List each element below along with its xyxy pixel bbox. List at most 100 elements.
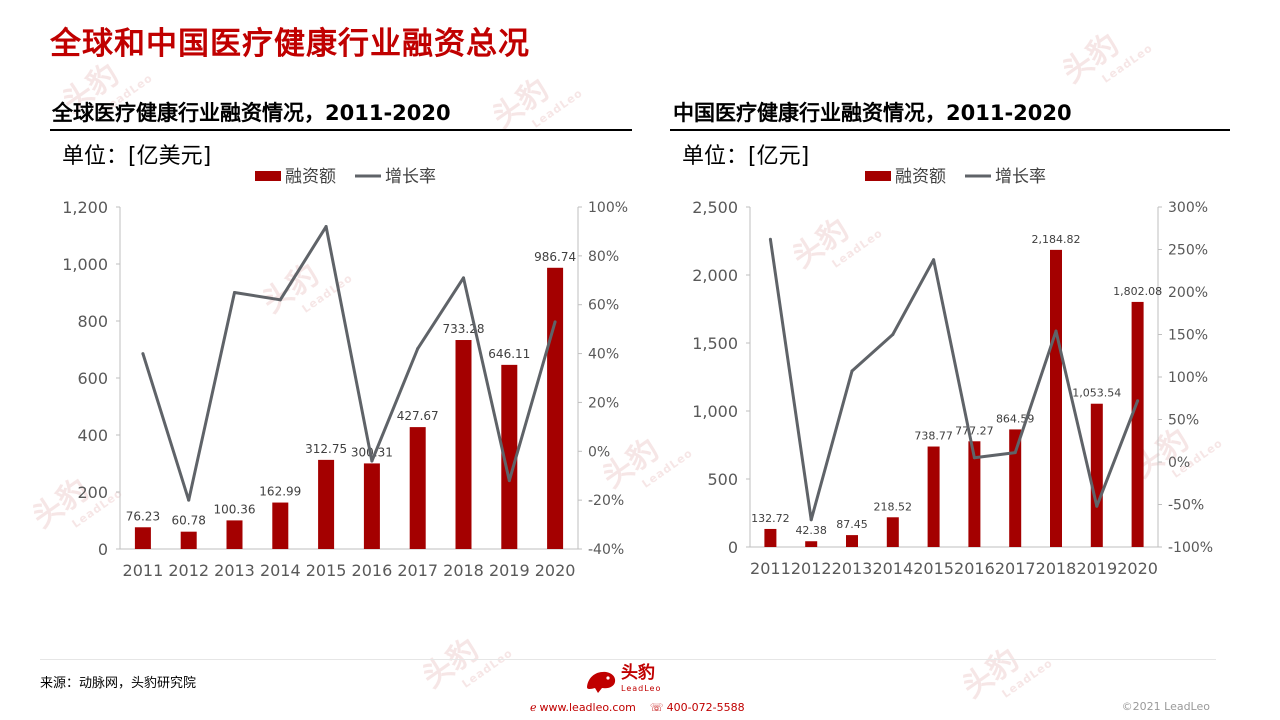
watermark-logo: 头豹 LeadLeo [486,72,586,136]
x-axis-tick-label: 2016 [954,559,995,578]
bar-data-label: 738.77 [914,430,953,443]
bar-2015 [318,459,335,549]
growth-rate-point-2011 [141,352,145,356]
growth-rate-point-2020 [1136,399,1140,403]
bar-2016 [968,441,981,547]
contact-info: ℯ www.leadleo.com ☏ 400-072-5588 [530,701,745,714]
legend-label-bar: 融资额 [285,167,336,187]
left-axis-tick-label: 800 [77,312,108,331]
right-axis-tick-label: -50% [1168,498,1204,514]
left-axis-tick-label: 1,200 [62,198,108,217]
growth-rate-point-2014 [891,333,895,336]
bar-2011 [134,527,151,549]
bar-2012 [180,531,197,549]
left-axis-tick-label: 1,500 [692,334,738,353]
x-axis-tick-label: 2017 [397,561,438,580]
phone-icon: ☏ [649,701,664,714]
globe-icon: ℯ [530,701,537,714]
chart-legend: 融资额 增长率 [865,167,1046,187]
growth-rate-point-2014 [278,298,282,302]
watermark-logo: 头豹 LeadLeo [956,642,1056,706]
growth-rate-point-2017 [416,347,420,351]
left-axis-tick-label: 600 [77,369,108,388]
right-axis-tick-label: 0% [588,444,610,460]
x-axis-tick-label: 2018 [443,561,484,580]
right-axis-tick-label: 0% [1168,455,1190,471]
legend-label-line: 增长率 [995,167,1046,187]
growth-rate-point-2015 [324,225,328,229]
watermark-logo: 头豹 LeadLeo [1056,27,1156,91]
bar-2013 [226,520,243,549]
bar-data-label: 733.28 [443,322,485,336]
bar-data-label: 76.23 [126,509,160,523]
right-axis-tick-label: 80% [588,249,619,265]
right-axis-tick-label: 100% [1168,370,1208,386]
growth-rate-point-2019 [1095,504,1099,508]
right-axis-tick-label: 200% [1168,285,1208,301]
bar-data-label: 1,053.54 [1072,387,1121,400]
x-axis-tick-label: 2013 [832,559,873,578]
left-axis-tick-label: 0 [98,540,108,559]
bar-data-label: 986.74 [534,250,576,264]
chart-title-divider [670,129,1230,131]
x-axis-tick-label: 2013 [214,561,255,580]
bar-2017 [409,427,426,549]
website-link[interactable]: ℯ www.leadleo.com [530,701,636,714]
bar-2012 [805,541,818,547]
bar-2019 [501,364,518,549]
growth-rate-point-2018 [1054,329,1058,333]
bar-data-label: 1,802.08 [1113,285,1162,298]
bar-data-label: 87.45 [836,518,868,531]
unit-label-global: 单位：[亿美元] [62,144,212,169]
growth-rate-point-2012 [809,518,813,522]
right-axis-tick-label: 20% [588,395,619,411]
growth-rate-point-2016 [972,456,976,460]
right-axis-tick-label: 300% [1168,200,1208,216]
chart-title-divider [50,129,632,131]
bar-data-label: 777.27 [955,424,994,437]
phone-number: ☏ 400-072-5588 [649,701,745,714]
chart-global-financing: 融资额 增长率 0 200 400 600 800 1,000 1,200 -40% -20% 0% 2… [62,167,628,580]
growth-rate-point-2020 [553,320,557,324]
x-axis-tick-label: 2012 [168,561,209,580]
bar-2018 [455,340,472,549]
x-axis-tick-label: 2017 [995,559,1036,578]
growth-rate-point-2012 [187,498,191,502]
x-axis-tick-label: 2014 [260,561,301,580]
chart-title-global: 全球医疗健康行业融资情况，2011-2020 [52,101,451,125]
growth-rate-point-2016 [370,459,374,463]
bar-data-label: 42.38 [795,524,827,537]
bar-data-label: 218.52 [874,500,913,513]
x-axis-tick-label: 2011 [750,559,791,578]
bar-2019 [1090,403,1103,547]
right-axis-tick-label: 50% [1168,413,1199,429]
growth-rate-point-2017 [1013,451,1017,455]
left-axis-tick-label: 400 [77,426,108,445]
bar-2020 [547,267,564,549]
left-axis-tick-label: 500 [707,470,738,489]
left-axis-tick-label: 200 [77,483,108,502]
growth-rate-point-2018 [462,276,465,280]
chart-china-financing: 融资额 增长率 0 500 1,000 1,500 2,000 2,500 -100% -50% 0… [692,167,1213,578]
growth-rate-point-2019 [507,479,511,483]
x-axis-tick-label: 2014 [872,559,913,578]
leadleo-logo: 头豹 LeadLeo [584,665,661,697]
leopard-icon [587,671,616,693]
bar-2016 [363,463,380,549]
bar-data-label: 646.11 [488,347,530,361]
right-axis-tick-label: -40% [588,542,624,558]
source-note: 来源：动脉网，头豹研究院 [40,676,197,691]
bar-data-label: 300.31 [351,445,393,459]
x-axis-tick-label: 2019 [1076,559,1117,578]
bar-data-label: 132.72 [751,512,790,525]
page-title: 全球和中国医疗健康行业融资总况 [50,26,530,62]
growth-rate-line [768,239,1139,522]
bar-data-label: 2,184.82 [1032,233,1081,246]
x-axis-tick-label: 2020 [535,561,576,580]
left-axis-tick-label: 2,500 [692,198,738,217]
right-axis-tick-label: 250% [1168,243,1208,259]
bar-2018 [1050,249,1062,547]
legend-swatch-bar [255,171,281,181]
right-axis-tick-label: -100% [1168,540,1213,556]
bar-data-label: 60.78 [172,514,206,528]
